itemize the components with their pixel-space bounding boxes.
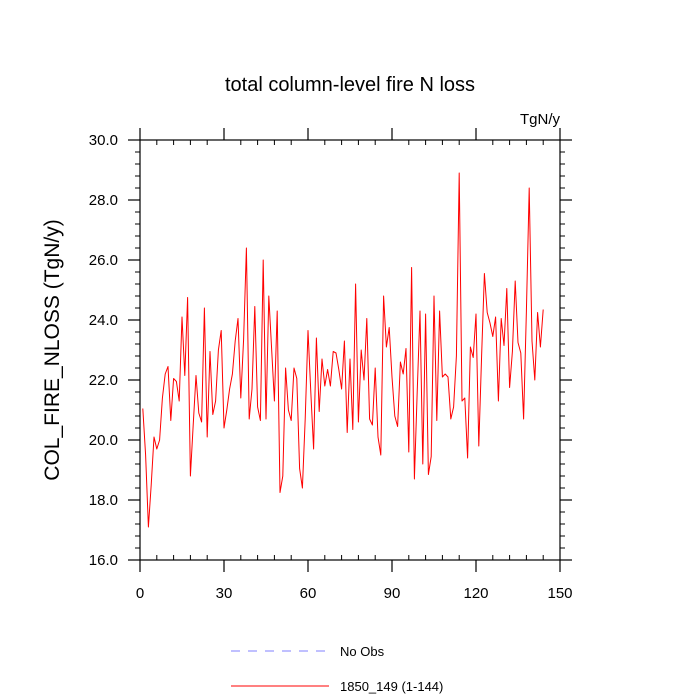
y-axis-label: COL_FIRE_NLOSS (TgN/y) (41, 219, 64, 480)
y-tick-label: 24.0 (89, 312, 118, 329)
x-tick-label: 120 (463, 585, 488, 602)
y-tick-label: 16.0 (89, 552, 118, 569)
x-tick-label: 0 (136, 585, 144, 602)
y-tick-label: 20.0 (89, 432, 118, 449)
y-tick-label: 18.0 (89, 492, 118, 509)
legend-label-1850-149: 1850_149 (1-144) (340, 679, 443, 694)
major-ticks (128, 128, 572, 572)
units-label: TgN/y (520, 111, 561, 128)
legend: No Obs 1850_149 (1-144) (231, 644, 443, 694)
x-tick-label: 30 (216, 585, 233, 602)
minor-ticks (135, 140, 565, 560)
tick-labels: 0 30 60 90 120 150 16.0 18.0 20.0 22.0 24.0 26.0 28.… (89, 132, 573, 602)
y-tick-label: 26.0 (89, 252, 118, 269)
y-tick-label: 28.0 (89, 192, 118, 209)
series-line-1850-149 (142, 172, 544, 528)
x-tick-label: 90 (384, 585, 401, 602)
legend-label-no-obs: No Obs (340, 644, 385, 659)
x-tick-label: 60 (300, 585, 317, 602)
y-tick-label: 30.0 (89, 132, 118, 149)
x-tick-label: 150 (547, 585, 572, 602)
plot-frame (139, 139, 561, 561)
y-tick-label: 22.0 (89, 372, 118, 389)
chart-title: total column-level fire N loss (225, 74, 475, 96)
